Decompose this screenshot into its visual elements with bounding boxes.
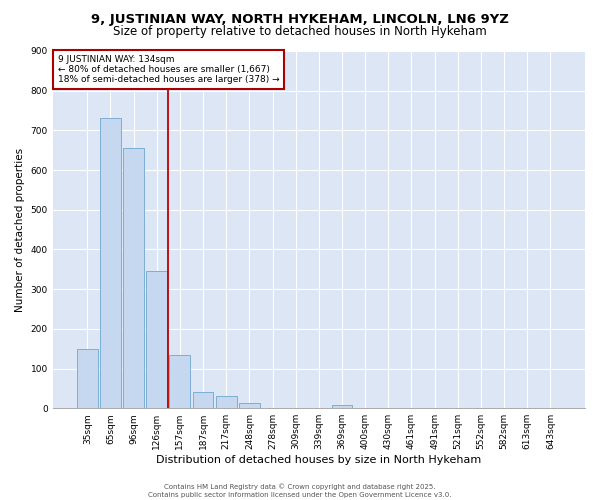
Text: 9, JUSTINIAN WAY, NORTH HYKEHAM, LINCOLN, LN6 9YZ: 9, JUSTINIAN WAY, NORTH HYKEHAM, LINCOLN… <box>91 12 509 26</box>
Text: Contains HM Land Registry data © Crown copyright and database right 2025.
Contai: Contains HM Land Registry data © Crown c… <box>148 484 452 498</box>
Bar <box>239 404 260 408</box>
Bar <box>169 354 190 408</box>
Y-axis label: Number of detached properties: Number of detached properties <box>15 148 25 312</box>
X-axis label: Distribution of detached houses by size in North Hykeham: Distribution of detached houses by size … <box>156 455 481 465</box>
Bar <box>100 118 121 408</box>
Bar <box>216 396 236 408</box>
Bar <box>332 405 352 408</box>
Bar <box>123 148 144 408</box>
Text: Size of property relative to detached houses in North Hykeham: Size of property relative to detached ho… <box>113 25 487 38</box>
Text: 9 JUSTINIAN WAY: 134sqm
← 80% of detached houses are smaller (1,667)
18% of semi: 9 JUSTINIAN WAY: 134sqm ← 80% of detache… <box>58 54 280 84</box>
Bar <box>77 348 98 408</box>
Bar <box>146 272 167 408</box>
Bar <box>193 392 214 408</box>
